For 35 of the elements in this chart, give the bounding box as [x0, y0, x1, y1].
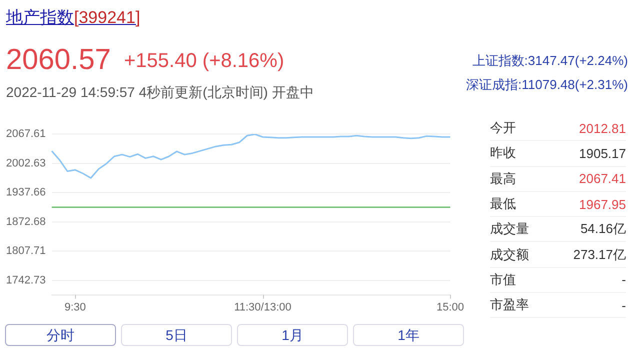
y-tick-label: 1872.68	[6, 216, 46, 228]
x-tick-label: 15:00	[436, 301, 464, 314]
text: 1年	[353, 324, 464, 346]
text: 2022-11-29 14:59:57 4秒前更新(北京时间) 开盘中	[6, 84, 314, 102]
text: +155.40 (+8.16%)	[124, 50, 284, 73]
text: 2060.57	[6, 44, 111, 77]
text: 市值	[490, 270, 516, 289]
text: 成交额	[490, 246, 529, 264]
y-tick-label: 2067.61	[6, 128, 46, 140]
text: -	[622, 272, 626, 288]
text: 上证指数:3147.47(+2.24%)	[472, 52, 628, 70]
text: 市盈率	[490, 296, 529, 314]
text: 成交量	[490, 220, 529, 238]
text: 1967.95	[579, 196, 626, 212]
text: 分时	[5, 324, 116, 346]
x-tick-label: 9:30	[64, 301, 86, 314]
y-tick-label: 1937.66	[6, 186, 46, 199]
text: 54.16亿	[580, 220, 626, 238]
text: 2067.41	[579, 171, 626, 186]
text: 5日	[121, 324, 232, 346]
y-tick-label: 1807.71	[6, 245, 46, 258]
text: 2012.81	[579, 120, 626, 136]
text: 最高	[490, 170, 516, 188]
y-tick-label: 2002.63	[6, 157, 46, 170]
y-tick-label: 1742.73	[6, 274, 46, 287]
text: 最低	[490, 195, 516, 214]
text: 深证成指:11079.48(+2.31%)	[466, 76, 628, 94]
chart-subtitle: [399241]	[74, 8, 140, 27]
text: 昨收	[490, 144, 516, 162]
text: 273.17亿	[573, 246, 626, 264]
text: 今开	[490, 119, 516, 138]
x-tick-label: 11:30/13:00	[234, 301, 292, 314]
text: 1月	[237, 324, 348, 346]
text: 1905.17	[579, 146, 626, 161]
text: -	[622, 298, 626, 313]
